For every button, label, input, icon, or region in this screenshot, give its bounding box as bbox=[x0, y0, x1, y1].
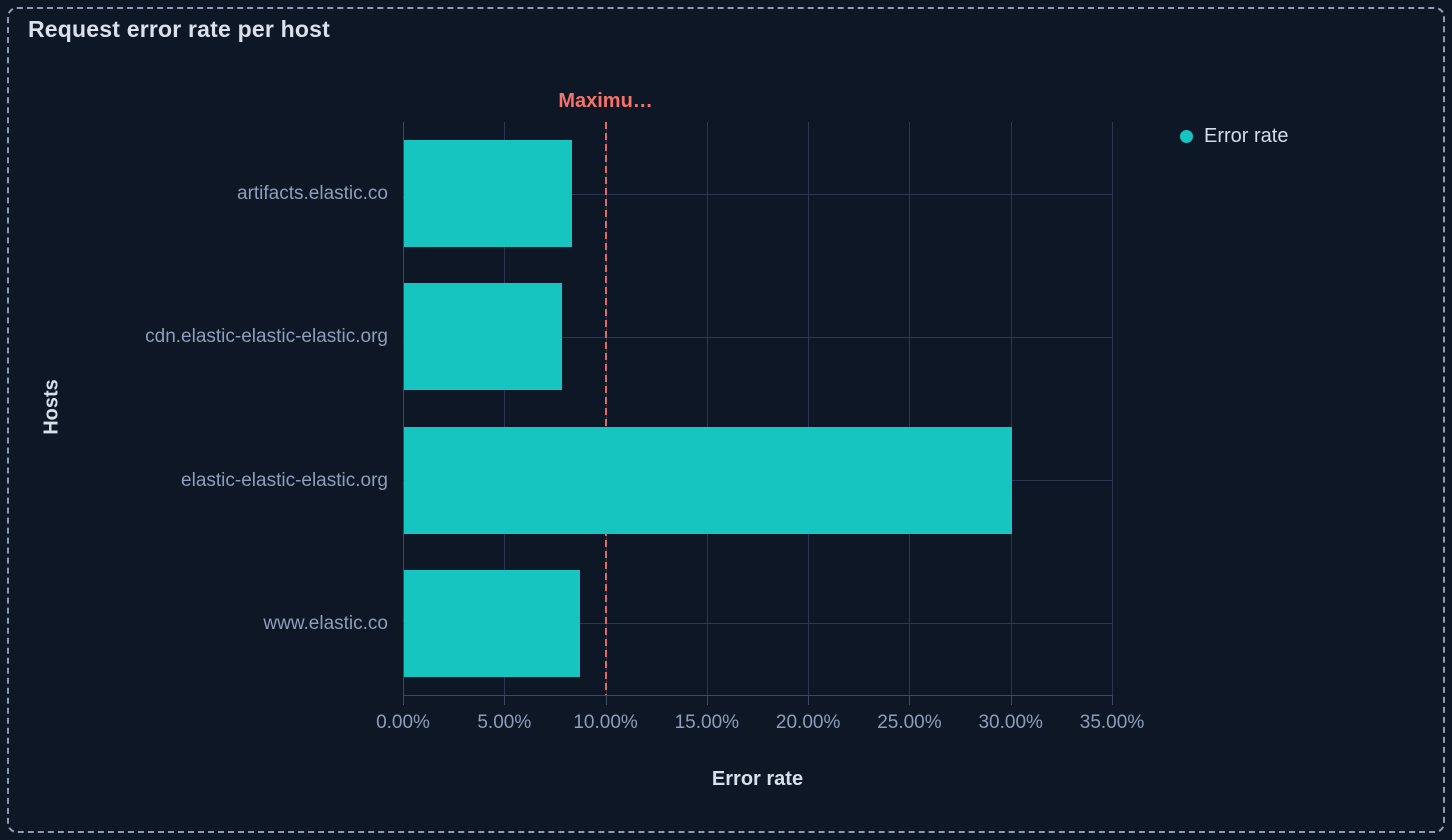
x-axis-tick bbox=[808, 695, 810, 705]
x-gridline bbox=[808, 122, 810, 695]
legend-color-dot-icon bbox=[1180, 130, 1193, 143]
y-category-label: artifacts.elastic.co bbox=[237, 183, 388, 205]
x-axis-tick bbox=[403, 695, 404, 705]
bar-elastic-elastic-elastic.org[interactable] bbox=[404, 426, 1012, 534]
panel-title: Request error rate per host bbox=[28, 16, 330, 42]
x-axis-tick bbox=[1112, 695, 1113, 705]
x-tick-label: 15.00% bbox=[674, 712, 740, 733]
legend-item-error-rate[interactable]: Error rate bbox=[1180, 125, 1288, 148]
legend-label[interactable]: Error rate bbox=[1204, 125, 1289, 147]
threshold-annotation-label[interactable]: Maximu… bbox=[558, 90, 653, 112]
bar-artifacts.elastic.co[interactable] bbox=[404, 140, 573, 248]
x-gridline bbox=[1112, 122, 1113, 695]
y-category-label: cdn.elastic-elastic-elastic.org bbox=[145, 326, 388, 348]
category-gridline bbox=[403, 336, 1112, 338]
x-axis-line bbox=[403, 695, 1112, 696]
bar-www.elastic.co[interactable] bbox=[404, 569, 581, 677]
x-axis-tick bbox=[1010, 695, 1012, 705]
y-axis-title: Hosts bbox=[40, 379, 63, 435]
x-tick-label: 30.00% bbox=[978, 712, 1043, 733]
x-gridline bbox=[1010, 122, 1012, 695]
bar-cdn.elastic-elastic-elastic.org[interactable] bbox=[404, 283, 562, 391]
y-category-label: elastic-elastic-elastic.org bbox=[181, 469, 388, 491]
x-tick-label: 5.00% bbox=[477, 712, 532, 733]
y-axis-line bbox=[403, 122, 404, 695]
x-tick-label: 10.00% bbox=[573, 712, 638, 733]
x-tick-label: 20.00% bbox=[775, 712, 841, 733]
x-tick-label: 35.00% bbox=[1079, 712, 1145, 733]
threshold-annotation-line[interactable] bbox=[604, 122, 607, 695]
x-axis-title: Error rate bbox=[711, 768, 804, 790]
x-axis-tick bbox=[909, 695, 911, 705]
x-gridline bbox=[909, 122, 911, 695]
x-tick-label: 25.00% bbox=[877, 712, 942, 733]
x-gridline bbox=[706, 122, 708, 695]
category-gridline bbox=[403, 623, 1112, 625]
x-tick-label: 0.00% bbox=[376, 712, 430, 733]
x-axis-tick bbox=[504, 695, 506, 705]
x-gridline bbox=[504, 122, 506, 695]
x-axis-tick bbox=[605, 695, 607, 705]
y-category-label: www.elastic.co bbox=[263, 612, 388, 634]
x-axis-tick bbox=[706, 695, 708, 705]
category-gridline bbox=[403, 193, 1112, 195]
